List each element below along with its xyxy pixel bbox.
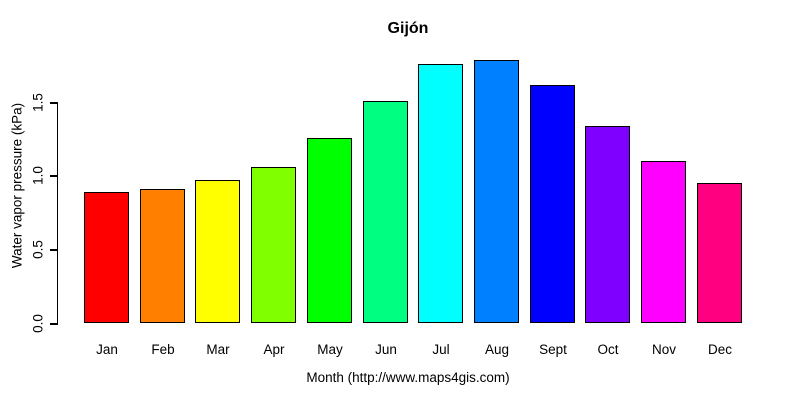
bar-nov [641, 161, 686, 323]
bar-jul [418, 64, 463, 323]
x-tick-label-oct: Oct [597, 342, 619, 357]
y-tick-label-1.0: 1.0 [30, 166, 46, 185]
bar-feb [140, 189, 185, 323]
x-tick-label-aug: Aug [484, 342, 510, 357]
bar-may [307, 138, 352, 323]
bar-jun [363, 101, 408, 323]
x-tick-label-dec: Dec [707, 342, 732, 357]
chart-title: Gijón [387, 20, 429, 37]
x-axis-label: Month (http://www.maps4gis.com) [306, 370, 510, 385]
x-tick-label-jun: Jun [375, 342, 397, 357]
bar-sept [530, 85, 575, 323]
x-tick-label-may: May [317, 342, 343, 357]
x-tick-label-jan: Jan [96, 342, 118, 357]
bar-apr [251, 167, 296, 323]
x-tick-label-apr: Apr [263, 342, 285, 357]
y-tick-label-1.5: 1.5 [30, 93, 46, 112]
y-tick-0.0 [50, 323, 58, 325]
x-tick-label-mar: Mar [206, 342, 230, 357]
y-tick-label-0.5: 0.5 [30, 240, 46, 259]
bar-oct [585, 126, 630, 323]
x-tick-label-nov: Nov [651, 342, 676, 357]
x-tick-label-feb: Feb [151, 342, 175, 357]
bar-aug [474, 60, 519, 323]
x-tick-label-jul: Jul [432, 342, 450, 357]
x-tick-label-sept: Sept [539, 342, 567, 357]
bar-jan [84, 192, 129, 323]
y-axis-line [56, 102, 58, 324]
y-tick-1.5 [50, 102, 58, 104]
y-tick-label-0.0: 0.0 [30, 314, 46, 333]
y-tick-1.0 [50, 175, 58, 177]
bar-dec [697, 183, 742, 323]
y-tick-0.5 [50, 249, 58, 251]
y-axis-label: Water vapor pressure (kPa) [9, 102, 25, 269]
bar-mar [195, 180, 240, 323]
